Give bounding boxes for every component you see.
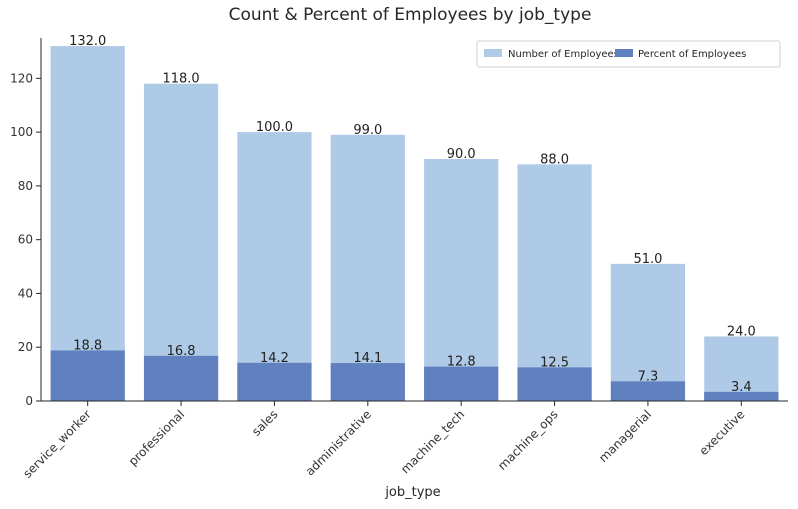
bar-count-machine_ops <box>517 164 592 401</box>
x-tick-label-machine_ops: machine_ops <box>495 407 561 473</box>
y-tick-label: 40 <box>18 286 33 300</box>
x-tick-label-administrative: administrative <box>303 407 374 478</box>
x-tick-label-machine_tech: machine_tech <box>398 407 467 476</box>
data-labels: 132.0 118.0 100.0 99.0 90.0 88.0 51.0 24.0 18.8 1… <box>69 34 756 395</box>
data-label-percent-sales: 14.2 <box>260 351 289 366</box>
data-label-count-sales: 100.0 <box>256 120 293 135</box>
bar-percent-machine_ops <box>517 367 592 401</box>
data-label-percent-administrative: 14.1 <box>353 351 382 366</box>
data-label-count-professional: 118.0 <box>162 72 199 87</box>
y-tick-label: 120 <box>10 71 33 85</box>
x-axis-ticks: service_worker professional sales administr… <box>20 401 747 481</box>
data-label-percent-managerial: 7.3 <box>638 369 659 384</box>
x-tick-label-managerial: managerial <box>596 407 654 465</box>
data-label-count-service_worker: 132.0 <box>69 34 106 49</box>
percent-bars <box>50 350 779 401</box>
bar-count-administrative <box>330 134 405 402</box>
data-label-count-executive: 24.0 <box>727 324 756 339</box>
x-axis-label: job_type <box>384 485 440 500</box>
data-label-percent-machine_tech: 12.8 <box>447 355 476 370</box>
bar-count-machine_tech <box>424 159 499 401</box>
bar-percent-professional <box>143 355 219 401</box>
legend-label-percent: Percent of Employees <box>638 49 746 60</box>
x-tick-label-professional: professional <box>126 407 187 468</box>
data-label-count-managerial: 51.0 <box>633 252 662 267</box>
y-tick-label: 80 <box>18 179 33 193</box>
y-tick-label: 0 <box>25 394 33 408</box>
y-tick-label: 60 <box>18 233 33 247</box>
bar-count-sales <box>237 132 312 401</box>
bar-count-service_worker <box>50 46 125 402</box>
legend: Number of Employees Percent of Employees <box>476 40 781 68</box>
bar-percent-managerial <box>610 381 686 401</box>
chart-title: Count & Percent of Employees by job_type <box>229 5 592 25</box>
bar-percent-service_worker <box>50 350 125 401</box>
bar-count-professional <box>143 83 219 401</box>
data-label-percent-executive: 3.4 <box>731 380 752 395</box>
bar-percent-executive <box>704 391 779 401</box>
bar-count-executive <box>704 336 779 401</box>
bar-count-managerial <box>610 263 686 401</box>
bar-percent-administrative <box>330 363 405 401</box>
bar-percent-sales <box>237 362 312 401</box>
data-label-percent-service_worker: 18.8 <box>73 338 102 353</box>
data-label-count-administrative: 99.0 <box>353 123 382 138</box>
y-axis-ticks: 0 20 40 60 80 100 120 <box>10 71 41 408</box>
legend-swatch-count <box>484 49 502 57</box>
legend-swatch-percent <box>615 49 633 57</box>
x-tick-label-sales: sales <box>249 407 281 439</box>
data-label-percent-machine_ops: 12.5 <box>540 355 569 370</box>
bar-percent-machine_tech <box>424 366 499 401</box>
legend-label-count: Number of Employees <box>508 49 619 60</box>
data-label-count-machine_tech: 90.0 <box>447 147 476 162</box>
y-tick-label: 20 <box>18 340 33 354</box>
count-bars <box>50 46 779 402</box>
x-tick-label-service_worker: service_worker <box>20 407 94 481</box>
x-tick-label-executive: executive <box>697 407 748 458</box>
y-tick-label: 100 <box>10 125 33 139</box>
data-label-count-machine_ops: 88.0 <box>540 152 569 167</box>
data-label-percent-professional: 16.8 <box>167 344 196 359</box>
